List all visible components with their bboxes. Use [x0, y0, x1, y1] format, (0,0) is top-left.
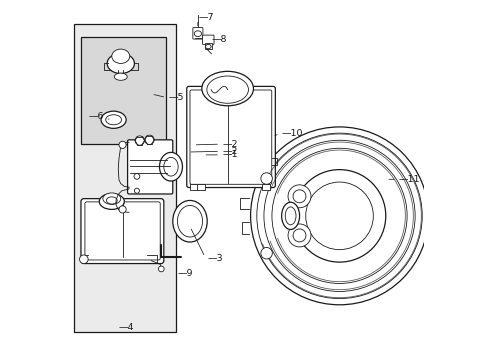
Ellipse shape — [112, 49, 129, 63]
Ellipse shape — [292, 229, 305, 242]
Ellipse shape — [119, 141, 126, 148]
Ellipse shape — [105, 115, 121, 125]
Ellipse shape — [135, 136, 144, 145]
FancyBboxPatch shape — [127, 140, 172, 194]
Ellipse shape — [202, 71, 253, 106]
Text: —7: —7 — [198, 13, 214, 22]
Text: —9: —9 — [177, 269, 192, 278]
Text: —3: —3 — [207, 255, 223, 264]
Ellipse shape — [144, 135, 154, 144]
Bar — [204, 42, 211, 49]
Text: —11: —11 — [398, 175, 419, 184]
Text: —2: —2 — [222, 140, 237, 149]
Bar — [262, 184, 270, 190]
Bar — [190, 184, 198, 190]
Circle shape — [305, 182, 372, 249]
Text: —2: —2 — [222, 147, 237, 156]
Ellipse shape — [107, 53, 134, 73]
Ellipse shape — [205, 44, 211, 49]
Bar — [197, 184, 204, 190]
FancyBboxPatch shape — [186, 86, 275, 188]
Text: —8: —8 — [211, 35, 226, 44]
Text: —5: —5 — [168, 93, 183, 102]
Ellipse shape — [158, 266, 164, 272]
Ellipse shape — [134, 174, 140, 179]
Circle shape — [293, 170, 385, 262]
Ellipse shape — [106, 197, 117, 204]
Circle shape — [264, 140, 414, 292]
Bar — [74, 24, 176, 332]
Ellipse shape — [119, 206, 126, 213]
Circle shape — [250, 127, 427, 305]
Ellipse shape — [80, 255, 88, 264]
FancyBboxPatch shape — [81, 199, 163, 264]
Ellipse shape — [114, 73, 127, 80]
Ellipse shape — [427, 216, 436, 225]
Ellipse shape — [163, 157, 178, 176]
Ellipse shape — [292, 190, 305, 203]
Ellipse shape — [285, 207, 295, 225]
Ellipse shape — [287, 185, 310, 208]
Ellipse shape — [177, 206, 202, 237]
Text: —1: —1 — [222, 150, 237, 159]
Ellipse shape — [99, 194, 124, 210]
FancyBboxPatch shape — [192, 28, 203, 39]
Ellipse shape — [281, 202, 299, 229]
Ellipse shape — [287, 224, 310, 247]
Bar — [81, 37, 165, 144]
Text: —10: —10 — [281, 129, 302, 138]
Ellipse shape — [101, 111, 126, 129]
FancyBboxPatch shape — [202, 35, 214, 44]
Ellipse shape — [102, 193, 121, 204]
Ellipse shape — [159, 152, 182, 181]
Ellipse shape — [134, 188, 139, 193]
Ellipse shape — [206, 76, 248, 103]
Text: —6: —6 — [88, 112, 104, 121]
Text: —4: —4 — [118, 323, 134, 332]
Ellipse shape — [194, 31, 201, 37]
Ellipse shape — [260, 173, 272, 184]
Ellipse shape — [172, 201, 207, 242]
Ellipse shape — [260, 247, 272, 259]
Circle shape — [256, 133, 421, 298]
Circle shape — [271, 148, 407, 283]
